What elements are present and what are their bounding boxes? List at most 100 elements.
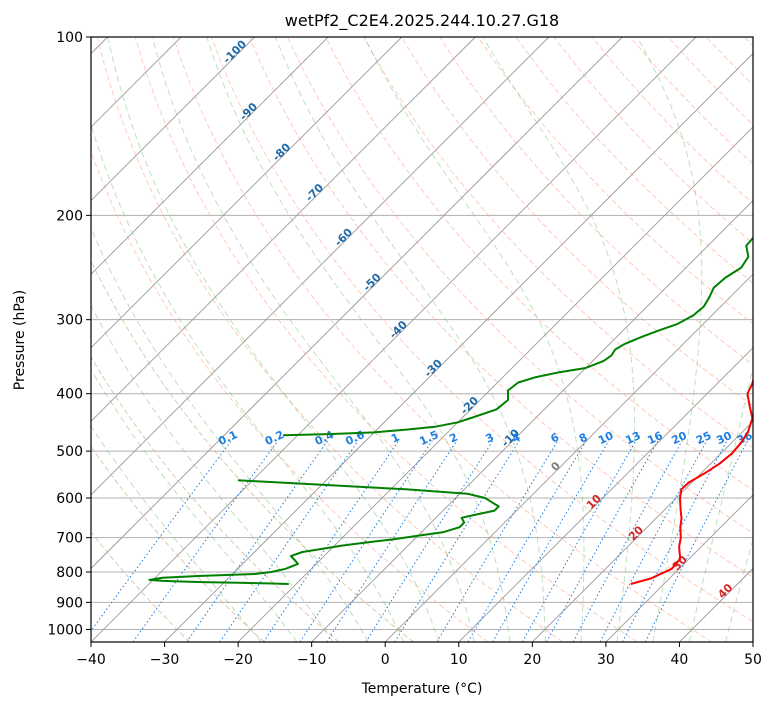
dry-adiabat bbox=[401, 37, 753, 407]
dry-adiabat bbox=[705, 37, 753, 86]
mixing-ratio-line bbox=[436, 440, 559, 642]
isotherm-line bbox=[91, 37, 329, 275]
isotherm-label: 10 bbox=[584, 492, 604, 512]
isotherm-line bbox=[91, 37, 697, 642]
mixing-ratio-line bbox=[599, 440, 708, 642]
mixing-ratio-line bbox=[299, 440, 433, 642]
x-tick-label: 50 bbox=[744, 652, 762, 668]
mixing-ratio-line bbox=[546, 440, 659, 642]
isotherm-label: -30 bbox=[422, 356, 445, 379]
isotherm-label: -60 bbox=[332, 226, 355, 249]
dry-adiabat bbox=[91, 150, 489, 642]
dewpoint-profile bbox=[148, 479, 500, 585]
mixing-ratio-line bbox=[186, 440, 329, 642]
dry-adiabats bbox=[91, 37, 753, 642]
moist-adiabat bbox=[91, 226, 369, 642]
isotherm-line bbox=[311, 200, 753, 642]
plot-area: -100-90-80-70-60-50-40-30-20-10010203040… bbox=[91, 37, 753, 642]
isotherm-line bbox=[679, 567, 753, 642]
moist-adiabats bbox=[91, 37, 753, 642]
x-tick-label: −20 bbox=[223, 652, 253, 668]
isotherm-label: -100 bbox=[220, 37, 249, 66]
mixing-ratio-label: 10 bbox=[596, 429, 616, 447]
mixing-ratio-label: 0.6 bbox=[343, 428, 366, 448]
dry-adiabat bbox=[515, 37, 753, 284]
isotherm-line bbox=[458, 347, 753, 642]
mixing-ratio-line bbox=[467, 440, 587, 642]
x-tick-label: 0 bbox=[381, 652, 390, 668]
mixing-ratio-label: 0.1 bbox=[216, 428, 239, 448]
chart-title: wetPf2_C2E4.2025.244.10.27.G18 bbox=[285, 11, 559, 31]
x-tick-label: 40 bbox=[671, 652, 689, 668]
isotherm-line bbox=[237, 126, 753, 642]
isotherm-line bbox=[91, 37, 623, 570]
y-tick-label: 100 bbox=[56, 30, 83, 46]
mixing-ratio-line bbox=[572, 440, 683, 642]
isotherm-line bbox=[91, 37, 476, 422]
y-axis-label: Pressure (hPa) bbox=[12, 290, 28, 390]
moist-adiabat bbox=[151, 37, 475, 642]
horizontal-gridlines bbox=[91, 37, 753, 630]
dry-adiabat bbox=[363, 37, 753, 449]
mixing-ratio-line bbox=[219, 440, 359, 642]
dry-adiabat bbox=[591, 37, 753, 204]
dry-adiabat bbox=[91, 259, 414, 642]
dry-adiabat bbox=[744, 37, 753, 47]
x-tick-label: −40 bbox=[76, 652, 106, 668]
moist-adiabat bbox=[91, 425, 262, 642]
moist-adiabat bbox=[688, 365, 753, 642]
mixing-ratio-line bbox=[492, 440, 610, 642]
isotherm-line bbox=[91, 37, 550, 496]
mixing-ratio-line bbox=[622, 440, 728, 642]
mixing-ratio-label: 20 bbox=[669, 429, 689, 447]
isotherm-line bbox=[91, 37, 255, 202]
moist-adiabat bbox=[206, 37, 511, 642]
mixing-ratio-label: 30 bbox=[714, 429, 734, 447]
isotherm-label: 40 bbox=[715, 581, 735, 601]
dry-adiabat bbox=[91, 531, 191, 642]
x-tick-label: 10 bbox=[450, 652, 468, 668]
mixing-ratio-label: 6 bbox=[549, 430, 562, 445]
mixing-ratio-line bbox=[522, 440, 637, 642]
dry-adiabat bbox=[172, 37, 713, 642]
isotherm-line bbox=[605, 494, 753, 642]
isotherm-line bbox=[532, 420, 753, 642]
mixing-ratio-label: 25 bbox=[694, 429, 713, 447]
moist-adiabat bbox=[91, 304, 334, 642]
dry-adiabat bbox=[96, 37, 563, 642]
mixing-ratio-label: 3 bbox=[483, 431, 495, 446]
dry-adiabat bbox=[667, 37, 753, 126]
isotherm-label: -40 bbox=[387, 318, 410, 341]
dry-adiabat bbox=[325, 37, 753, 491]
plot-frame bbox=[90, 36, 754, 643]
dry-adiabat bbox=[91, 356, 340, 642]
y-tick-label: 400 bbox=[56, 387, 83, 403]
isotherm-label: -90 bbox=[237, 100, 260, 123]
mixing-ratio-label: 16 bbox=[645, 429, 665, 447]
x-tick-label: 20 bbox=[523, 652, 541, 668]
moist-adiabat bbox=[363, 37, 585, 642]
moist-adiabat bbox=[91, 123, 405, 642]
mixing-ratio-label: 0.2 bbox=[263, 428, 286, 448]
y-tick-label: 900 bbox=[56, 595, 83, 611]
x-tick-label: −10 bbox=[297, 652, 327, 668]
isotherm-label: -70 bbox=[303, 181, 326, 204]
mixing-ratio-label: 1.5 bbox=[417, 428, 440, 448]
x-tick-label: 30 bbox=[597, 652, 615, 668]
moist-adiabat bbox=[482, 37, 635, 642]
y-tick-label: 300 bbox=[56, 313, 83, 329]
mixing-ratio-label: 13 bbox=[623, 429, 642, 447]
skewed-isotherms bbox=[91, 37, 753, 642]
mixing-ratio-line bbox=[91, 440, 232, 632]
moist-adiabat bbox=[274, 37, 546, 642]
x-axis-ticks: −40 −30 −20 −10 0 10 20 30 40 50 bbox=[76, 642, 762, 668]
y-tick-label: 700 bbox=[56, 531, 83, 547]
dry-adiabat bbox=[210, 37, 753, 623]
mixing-ratio-line bbox=[326, 440, 458, 642]
x-axis-label: Temperature (°C) bbox=[361, 681, 483, 697]
moist-adiabat bbox=[91, 368, 298, 642]
temperature-profile bbox=[630, 377, 753, 585]
dry-adiabat bbox=[439, 37, 753, 366]
isotherm-label: 20 bbox=[626, 523, 646, 543]
